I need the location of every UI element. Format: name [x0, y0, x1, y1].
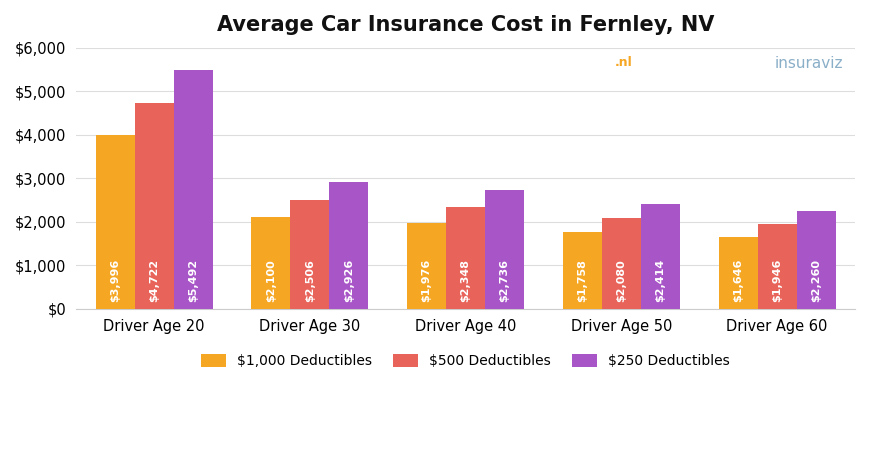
- Bar: [757, 224, 796, 309]
- Text: $4,722: $4,722: [149, 259, 159, 302]
- Text: $2,260: $2,260: [810, 259, 820, 302]
- Bar: [562, 232, 601, 309]
- Bar: [290, 200, 329, 309]
- Bar: [174, 70, 212, 309]
- Text: $2,100: $2,100: [266, 260, 275, 302]
- Text: $1,646: $1,646: [733, 259, 742, 302]
- Bar: [96, 135, 135, 309]
- Text: $2,080: $2,080: [615, 260, 626, 302]
- Text: $1,758: $1,758: [577, 260, 587, 302]
- Text: $1,946: $1,946: [771, 259, 781, 302]
- Text: $1,976: $1,976: [421, 259, 431, 302]
- Bar: [407, 223, 446, 309]
- Bar: [485, 190, 523, 309]
- Text: $2,736: $2,736: [499, 259, 509, 302]
- Bar: [329, 181, 368, 309]
- Legend: $1,000 Deductibles, $500 Deductibles, $250 Deductibles: $1,000 Deductibles, $500 Deductibles, $2…: [194, 347, 736, 375]
- Bar: [446, 207, 485, 309]
- Text: $5,492: $5,492: [188, 259, 198, 302]
- Bar: [251, 217, 290, 309]
- Title: Average Car Insurance Cost in Fernley, NV: Average Car Insurance Cost in Fernley, N…: [216, 15, 713, 35]
- Text: $3,996: $3,996: [110, 259, 120, 302]
- Text: $2,348: $2,348: [460, 259, 470, 302]
- Text: $2,506: $2,506: [304, 260, 315, 302]
- Bar: [640, 204, 679, 309]
- Text: $2,926: $2,926: [343, 259, 354, 302]
- Bar: [796, 211, 834, 309]
- Text: $2,414: $2,414: [654, 259, 665, 302]
- Bar: [601, 218, 640, 309]
- Bar: [135, 104, 174, 309]
- Bar: [718, 237, 757, 309]
- Text: insuraviz: insuraviz: [774, 55, 842, 71]
- Text: .nl: .nl: [614, 55, 632, 68]
